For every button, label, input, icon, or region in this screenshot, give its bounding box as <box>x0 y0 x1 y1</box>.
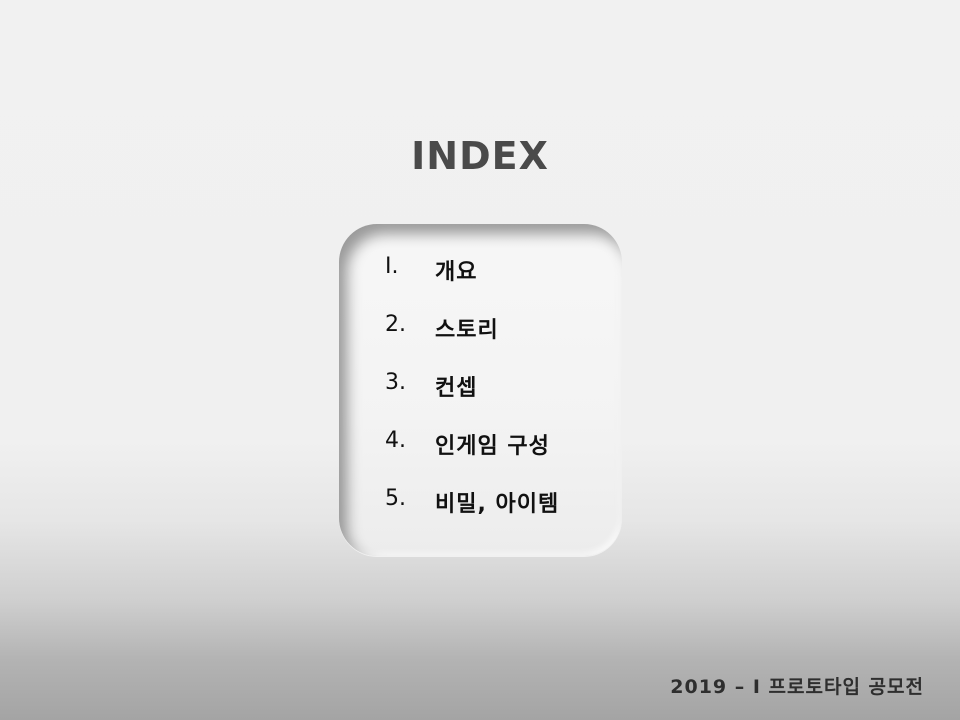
page-title: INDEX <box>411 134 549 178</box>
index-panel: I. 개요 2. 스토리 3. 컨셉 4. 인게임 구성 5. 비밀, 아이템 <box>339 224 622 556</box>
list-item-label: 컨셉 <box>435 376 478 401</box>
list-item: 5. 비밀, 아이템 <box>385 486 559 544</box>
list-item-label: 비밀, 아이템 <box>435 492 560 517</box>
list-item-number: 3. <box>385 370 406 395</box>
list-item-number: 4. <box>385 428 406 453</box>
list-item: 3. 컨셉 <box>385 370 559 428</box>
list-item-number: 2. <box>385 312 406 337</box>
list-item-label: 개요 <box>435 260 478 285</box>
list-item-label: 스토리 <box>435 318 499 343</box>
list-item-number: I. <box>385 254 399 279</box>
footer-caption: 2019 – I 프로토타입 공모전 <box>670 676 924 698</box>
list-item: 4. 인게임 구성 <box>385 428 559 486</box>
index-list: I. 개요 2. 스토리 3. 컨셉 4. 인게임 구성 5. 비밀, 아이템 <box>385 254 559 544</box>
list-item: 2. 스토리 <box>385 312 559 370</box>
list-item-label: 인게임 구성 <box>435 434 550 459</box>
list-item-number: 5. <box>385 486 406 511</box>
list-item: I. 개요 <box>385 254 559 312</box>
